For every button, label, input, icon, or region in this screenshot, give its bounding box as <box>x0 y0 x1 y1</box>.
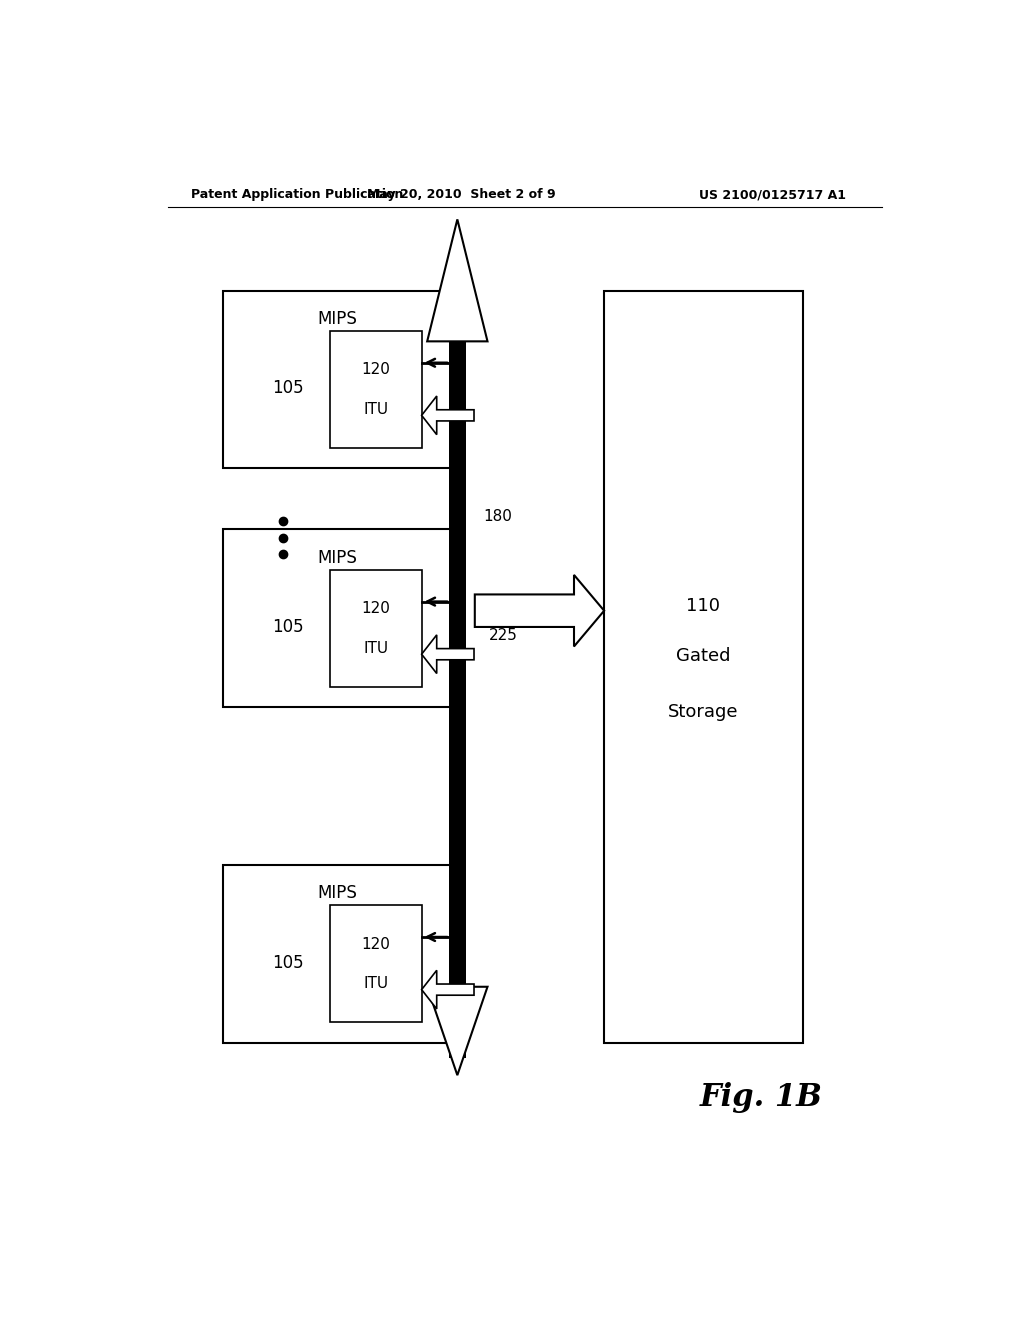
Text: May 20, 2010  Sheet 2 of 9: May 20, 2010 Sheet 2 of 9 <box>367 189 556 202</box>
Polygon shape <box>475 576 604 647</box>
Text: Fig. 1B: Fig. 1B <box>699 1082 822 1113</box>
Text: 105: 105 <box>271 618 303 636</box>
Text: 105: 105 <box>271 953 303 972</box>
Bar <box>223 865 461 1043</box>
Text: Gated: Gated <box>676 647 730 665</box>
Text: 225: 225 <box>489 628 518 643</box>
Bar <box>331 570 422 686</box>
Text: ITU: ITU <box>364 977 388 991</box>
Text: 105: 105 <box>271 379 303 397</box>
Text: MIPS: MIPS <box>317 310 357 327</box>
Bar <box>223 290 461 469</box>
Text: ITU: ITU <box>364 640 388 656</box>
Text: Storage: Storage <box>668 704 738 721</box>
Text: 180: 180 <box>483 508 512 524</box>
Polygon shape <box>427 219 487 342</box>
Text: US 2100/0125717 A1: US 2100/0125717 A1 <box>699 189 847 202</box>
Text: ITU: ITU <box>364 403 388 417</box>
Text: 110: 110 <box>686 597 720 615</box>
Bar <box>331 331 422 447</box>
Polygon shape <box>422 970 474 1008</box>
Text: 120: 120 <box>361 936 390 952</box>
Text: 120: 120 <box>361 601 390 616</box>
Polygon shape <box>422 635 474 673</box>
Polygon shape <box>427 987 487 1076</box>
Polygon shape <box>422 396 474 434</box>
Text: MIPS: MIPS <box>317 884 357 903</box>
Bar <box>604 290 803 1043</box>
Bar <box>331 906 422 1022</box>
Text: MIPS: MIPS <box>317 549 357 566</box>
Bar <box>449 265 466 1057</box>
Bar <box>223 529 461 708</box>
Text: Patent Application Publication: Patent Application Publication <box>191 189 403 202</box>
Text: 120: 120 <box>361 362 390 378</box>
